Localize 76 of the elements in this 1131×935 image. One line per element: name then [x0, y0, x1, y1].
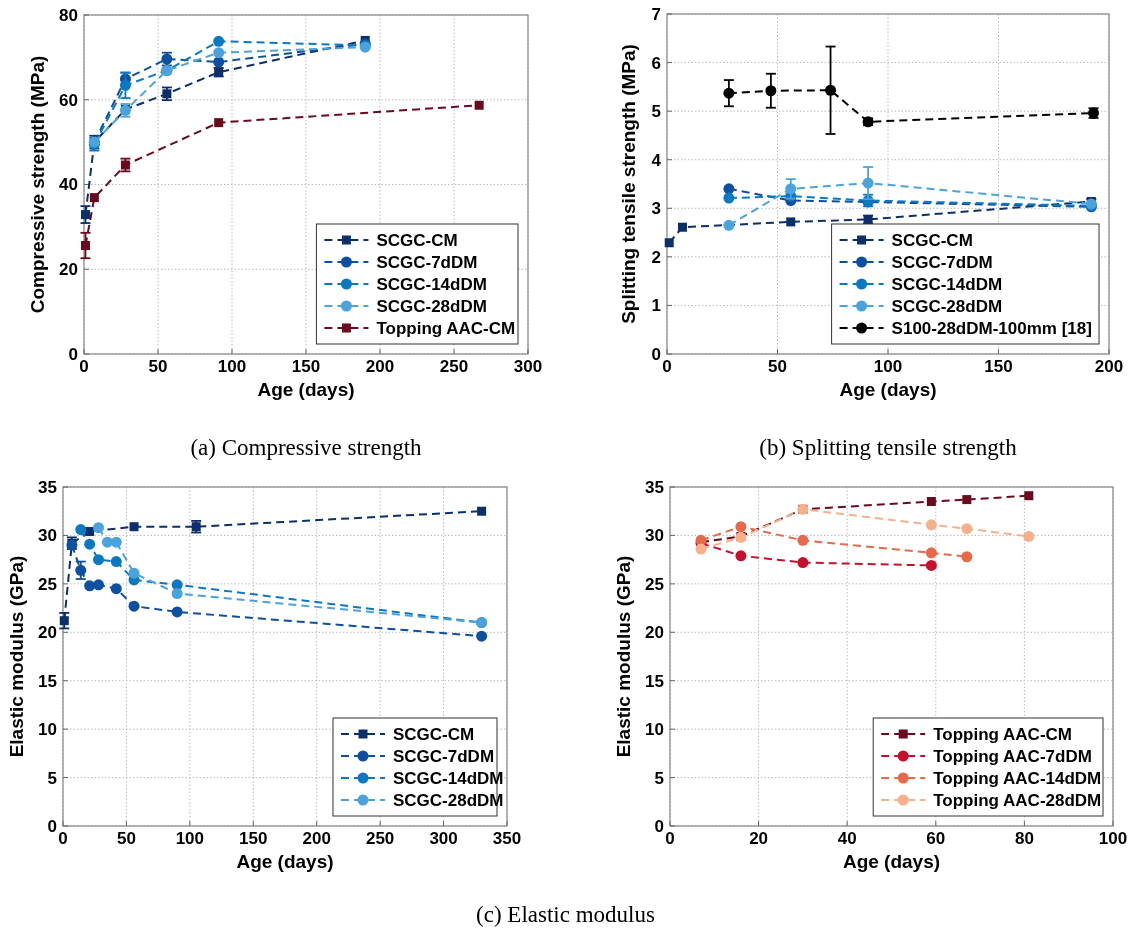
- y-tick-label: 40: [59, 175, 78, 195]
- x-tick-label: 80: [1014, 829, 1034, 848]
- x-tick-label: 150: [239, 829, 268, 848]
- legend-label: SCGC-CM: [393, 724, 475, 744]
- y-tick-label: 10: [38, 720, 57, 740]
- y-tick-label: 3: [651, 199, 661, 219]
- legend-label: SCGC-28dDM: [376, 296, 487, 316]
- x-tick-label: 200: [365, 357, 395, 376]
- text: (a) Compressive strength: [190, 435, 423, 460]
- y-tick-label: 5: [651, 102, 661, 122]
- y-tick-label: 5: [654, 768, 664, 788]
- x-tick-label: 150: [291, 357, 321, 376]
- y-axis-title: Splitting tensile strength (MPa): [618, 44, 639, 324]
- y-tick-label: 25: [645, 574, 664, 594]
- x-tick-label: 250: [365, 829, 395, 848]
- y-tick-label: 6: [651, 53, 661, 73]
- y-axis-title: Compressive strength (MPa): [27, 55, 48, 314]
- text: (c) Elastic modulus: [476, 902, 655, 927]
- x-tick-label: 100: [873, 357, 903, 376]
- x-axis-title: Age (days): [842, 851, 941, 872]
- y-tick-label: 20: [645, 623, 664, 643]
- y-axis-title: Elastic modulus (GPa): [613, 555, 634, 758]
- legend-label: SCGC-7dDM: [376, 252, 478, 272]
- x-tick-label: 200: [1094, 357, 1124, 376]
- legend-label: SCGC-7dDM: [393, 746, 495, 766]
- x-tick-label: 100: [1098, 829, 1128, 848]
- x-tick-label: 100: [217, 357, 247, 376]
- x-tick-label: 50: [148, 357, 168, 376]
- x-tick-label: 300: [513, 357, 543, 376]
- x-tick-label: 250: [439, 357, 469, 376]
- legend-label: SCGC-CM: [891, 230, 973, 250]
- legend-label: Topping AAC-CM: [933, 724, 1072, 744]
- x-axis-title: Age (days): [839, 379, 937, 400]
- y-tick-label: 30: [38, 526, 57, 546]
- legend-label: SCGC-28dDM: [891, 296, 1003, 316]
- legend-label: SCGC-14dDM: [393, 768, 504, 788]
- x-axis-title: Age (days): [257, 379, 355, 400]
- y-tick-label: 10: [645, 720, 664, 740]
- legend-label: Topping AAC-14dDM: [933, 768, 1102, 788]
- y-tick-label: 15: [645, 671, 664, 691]
- y-axis-title: Elastic modulus (GPa): [6, 555, 27, 758]
- y-tick-label: 7: [651, 4, 661, 24]
- y-tick-label: 20: [59, 260, 78, 280]
- y-tick-label: 35: [645, 477, 664, 497]
- x-tick-label: 50: [116, 829, 136, 848]
- legend-label: Topping AAC-28dDM: [933, 790, 1102, 810]
- y-tick-label: 5: [47, 768, 57, 788]
- x-tick-label: 50: [768, 357, 787, 376]
- y-tick-label: 1: [651, 296, 661, 316]
- x-tick-label: 350: [492, 829, 522, 848]
- y-tick-label: 30: [645, 526, 664, 546]
- y-tick-label: 60: [59, 90, 78, 110]
- x-tick-label: 150: [984, 357, 1013, 376]
- y-tick-label: 20: [38, 623, 57, 643]
- y-tick-label: 2: [651, 247, 661, 267]
- x-tick-label: 40: [837, 829, 857, 848]
- legend-label: SCGC-14dDM: [891, 274, 1003, 294]
- text: (b) Splitting tensile strength: [759, 435, 1018, 460]
- x-tick-label: 60: [926, 829, 946, 848]
- y-tick-label: 25: [38, 574, 57, 594]
- y-tick-label: 4: [651, 150, 662, 170]
- x-axis-title: Age (days): [236, 851, 334, 872]
- x-tick-label: 200: [302, 829, 331, 848]
- legend-label: Topping AAC-7dDM: [933, 746, 1092, 766]
- legend-label: Topping AAC-CM: [376, 318, 516, 338]
- y-tick-label: 15: [38, 671, 57, 691]
- y-tick-label: 80: [59, 5, 78, 25]
- x-tick-label: 300: [429, 829, 458, 848]
- legend-label: S100-28dDM-100mm [18]: [891, 318, 1092, 338]
- legend-label: SCGC-7dDM: [891, 252, 993, 272]
- legend-label: SCGC-14dDM: [376, 274, 487, 294]
- y-tick-label: 35: [38, 477, 57, 497]
- x-tick-label: 20: [749, 829, 769, 848]
- legend-label: SCGC-CM: [376, 230, 458, 250]
- legend-label: SCGC-28dDM: [393, 790, 504, 810]
- x-tick-label: 100: [175, 829, 205, 848]
